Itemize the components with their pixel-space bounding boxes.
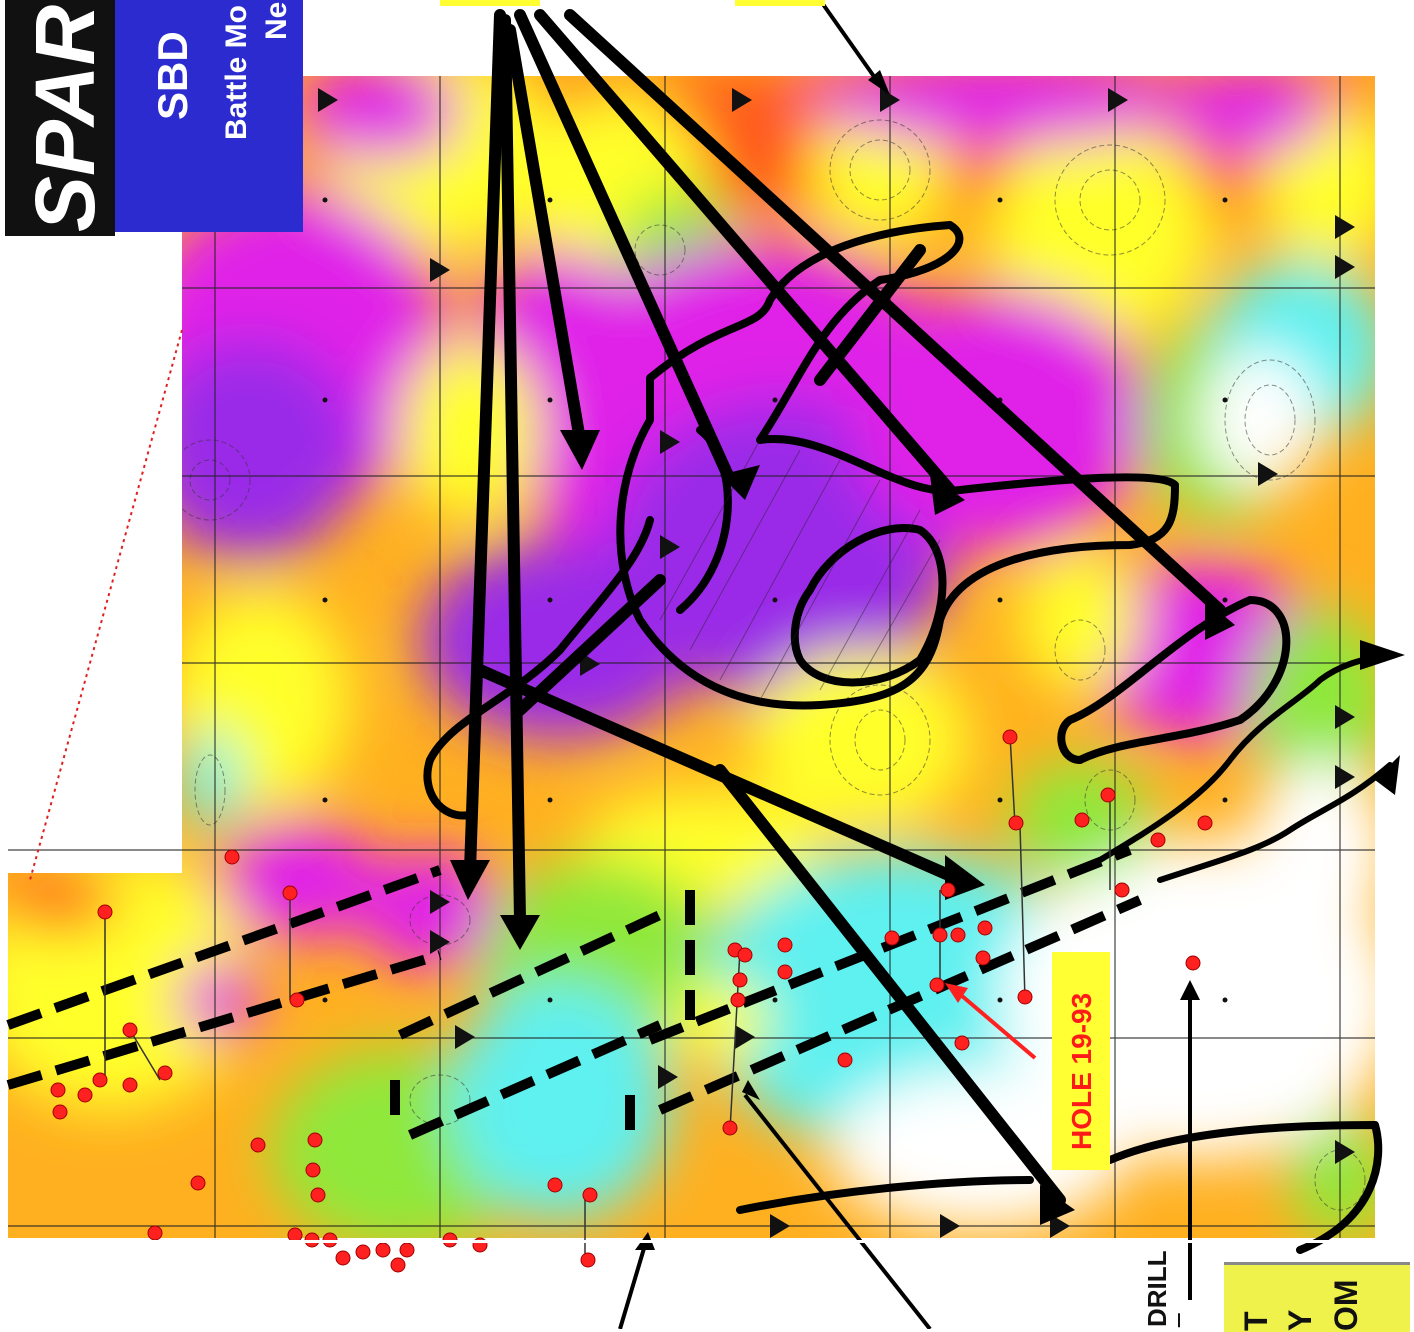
drill-hole-traces [104,734,1111,1260]
bottom-margin [0,1240,1414,1243]
drill-label-line2: E [1172,1312,1180,1329]
drill-hole-collars [50,729,1213,1273]
hole-pointer [945,983,1037,1060]
title-line2: Ne [260,1,293,40]
contour-lines [169,119,1366,1211]
title-subheader: SBD Battle Mo Ne [115,0,303,232]
title-spar: SPAR [18,4,112,232]
legend-line3: OM [1328,1279,1364,1331]
arrow-heads [450,430,1405,1225]
pointer-lines [618,0,1192,1329]
wavy-trend-lines [1097,652,1393,883]
legend-line2: Y [1282,1309,1318,1331]
drill-label: DRILL E [1140,1235,1180,1329]
title-sbd: SBD [149,31,196,120]
hole-label-box: HOLE 19-93 [1052,952,1110,1170]
interpretation-arrows [464,9,1226,1206]
title-banner: SPAR [5,0,115,236]
target-zone-outlines [423,221,1383,1254]
legend-box: T Y OM [1224,1262,1410,1332]
property-boundary [29,329,183,881]
drill-label-line1: DRILL [1142,1250,1172,1327]
hole-label: HOLE 19-93 [1066,992,1097,1150]
legend-line1: T [1238,1311,1274,1331]
top-label-stubs [440,0,825,6]
title-line1: Battle Mo [220,5,253,140]
station-triangles [318,88,1355,1238]
